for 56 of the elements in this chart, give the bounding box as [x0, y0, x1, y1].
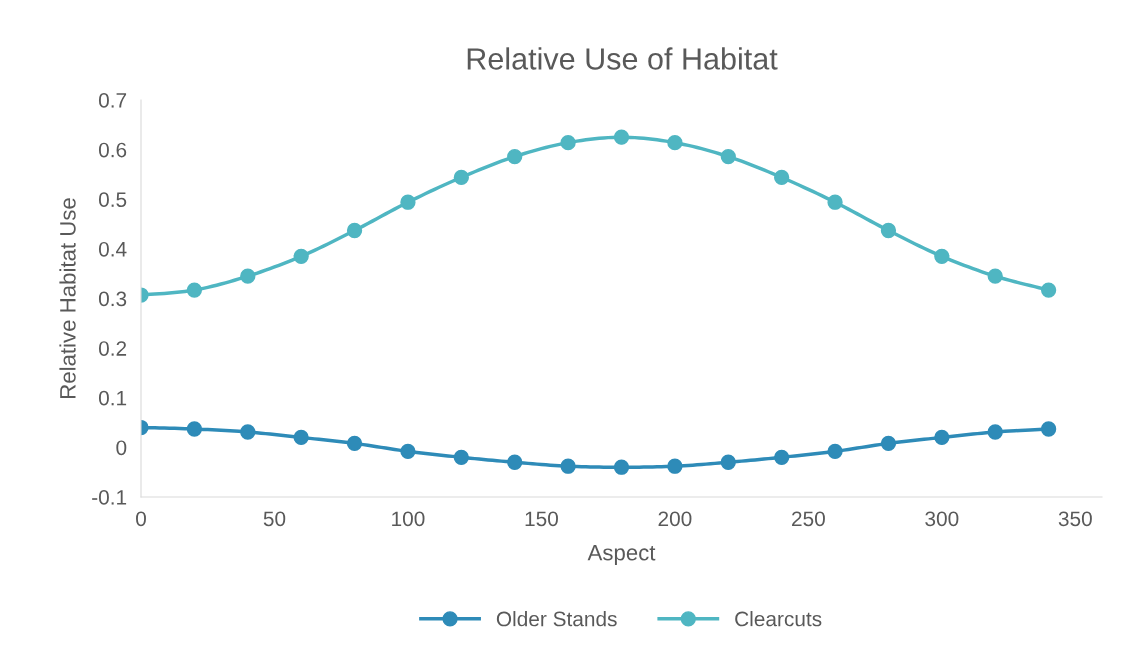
point [346, 435, 363, 452]
point [720, 148, 736, 165]
point [507, 148, 523, 165]
point [293, 248, 309, 264]
y-tick-label: 0.7 [98, 93, 127, 108]
y-tick-label: 0.1 [98, 390, 127, 406]
y-axis-title: Relative Habitat Use [59, 198, 76, 398]
x-axis-title: Aspect [587, 545, 656, 565]
point [186, 421, 203, 437]
y-tick-label: 0.3 [98, 291, 127, 307]
point [667, 458, 683, 474]
y-tick-label: -0.1 [92, 490, 127, 505]
point [774, 169, 790, 186]
y-tick-label: 0.4 [98, 241, 127, 257]
point [720, 454, 736, 470]
point [667, 135, 683, 151]
point [774, 449, 790, 465]
point [293, 429, 309, 446]
point [240, 268, 256, 284]
point [240, 424, 256, 440]
y-tick-label: 0.5 [98, 192, 127, 207]
point [880, 222, 897, 239]
x-tick-label: 50 [263, 511, 286, 527]
point [453, 169, 469, 186]
point [934, 248, 950, 264]
y-tick-label: 0.2 [98, 341, 127, 356]
point [346, 222, 363, 239]
y-tick-label: 0.6 [98, 142, 127, 158]
point [400, 194, 416, 210]
point [186, 282, 203, 298]
point [453, 449, 469, 465]
y-tick-label: 0 [116, 440, 127, 456]
legend-label: Clearcuts [735, 611, 822, 627]
x-tick-label: 350 [1058, 511, 1092, 527]
x-tick-label: 0 [136, 511, 146, 527]
point [1040, 421, 1057, 437]
legend-label: Older Stands [496, 611, 617, 627]
point [827, 194, 843, 210]
point [400, 443, 416, 459]
point [934, 429, 950, 446]
point [560, 135, 576, 151]
x-tick-label: 200 [658, 511, 692, 527]
point [507, 454, 523, 470]
x-tick-label: 300 [925, 511, 959, 527]
point [613, 129, 630, 145]
x-tick-label: 150 [525, 511, 558, 527]
point [880, 435, 897, 452]
x-tick-label: 100 [392, 511, 425, 527]
point [560, 458, 576, 474]
point [827, 443, 843, 459]
point [613, 459, 630, 475]
chart-title: Relative Use of Habitat [467, 47, 778, 70]
x-tick-label: 250 [792, 511, 825, 527]
point [987, 268, 1003, 284]
point [1040, 282, 1057, 298]
point [987, 424, 1003, 440]
